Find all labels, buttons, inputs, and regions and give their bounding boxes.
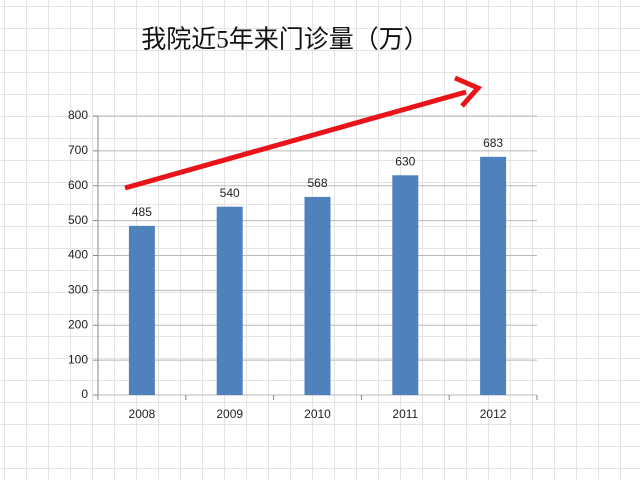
y-tick-label: 500: [68, 213, 88, 227]
y-tick-label: 0: [81, 387, 88, 401]
data-label: 630: [395, 154, 415, 168]
x-tick-label: 2008: [129, 407, 156, 421]
y-tick-label: 200: [68, 317, 88, 331]
bar: [480, 156, 507, 395]
bar: [216, 206, 243, 395]
trend-arrow: [124, 75, 483, 191]
y-tick-label: 300: [68, 283, 88, 297]
bar: [304, 196, 331, 395]
data-label: 485: [132, 205, 152, 219]
x-tick-label: 2010: [304, 407, 331, 421]
y-tick-label: 100: [68, 352, 88, 366]
trend-arrow-shaft: [124, 89, 467, 191]
bar: [128, 225, 155, 395]
x-tick-label: 2012: [480, 407, 507, 421]
x-tick-label: 2009: [216, 407, 243, 421]
plot-area: 0 100 200 300 400 500 600 700 800 2008 485 2009 540 2…: [68, 108, 538, 421]
y-tick-label: 400: [68, 248, 88, 262]
x-tick-label: 2011: [392, 407, 418, 421]
y-tick-label: 700: [68, 143, 88, 157]
y-tick-label: 600: [68, 178, 88, 192]
data-label: 540: [220, 186, 240, 200]
data-label: 683: [483, 136, 503, 150]
bar: [392, 175, 419, 395]
trend-arrow-head: [454, 75, 483, 108]
chart-title: 我院近5年来门诊量（万）: [141, 26, 429, 54]
y-tick-label: 800: [68, 108, 88, 122]
data-label: 568: [307, 176, 327, 190]
